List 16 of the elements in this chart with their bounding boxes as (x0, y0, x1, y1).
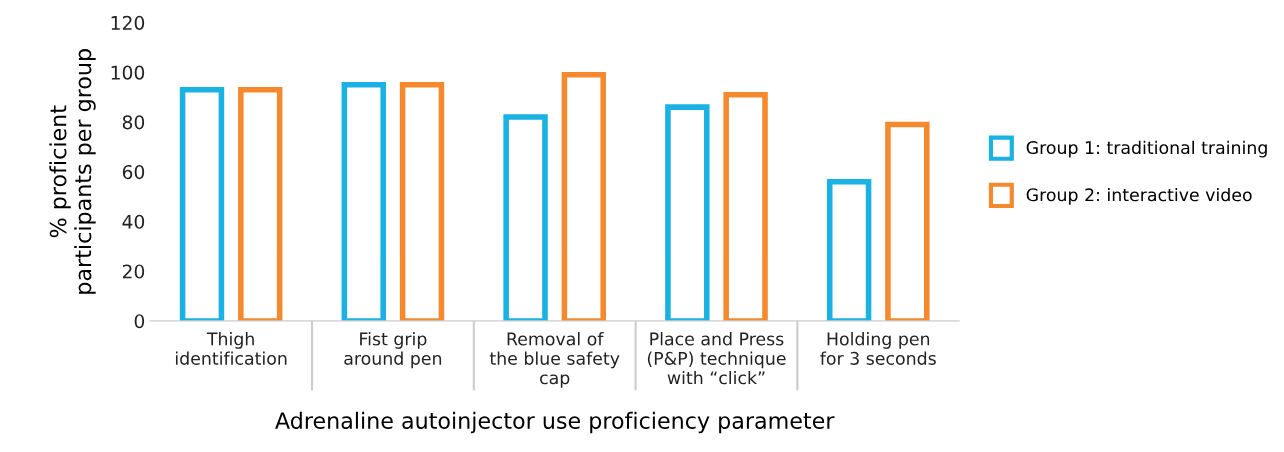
legend-label: Group 1: traditional training (1026, 140, 1267, 158)
y-tick-label: 40 (122, 214, 145, 229)
y-tick-label: 80 (122, 115, 145, 130)
y-tick-label: 60 (122, 164, 145, 180)
x-tick-label: Holding pen for 3 seconds (820, 332, 936, 365)
x-tick-label: Thigh identification (175, 332, 287, 365)
x-tick-label: Removal of the blue safety cap (489, 332, 620, 388)
x-axis-title: Adrenaline autoinjector use proficiency parameter (275, 411, 835, 434)
x-tick-label: Fist grip around pen (344, 332, 442, 369)
y-tick-label: 100 (111, 65, 145, 80)
y-axis-title: % proficient participants per group (49, 49, 96, 294)
y-tick-label: 120 (111, 15, 145, 30)
x-tick-label: Place and Press (P&P) technique with “click” (647, 332, 786, 385)
legend-label: Group 2: interactive video (1026, 187, 1252, 205)
y-tick-label: 20 (122, 264, 145, 279)
y-tick-label: 0 (134, 314, 145, 329)
